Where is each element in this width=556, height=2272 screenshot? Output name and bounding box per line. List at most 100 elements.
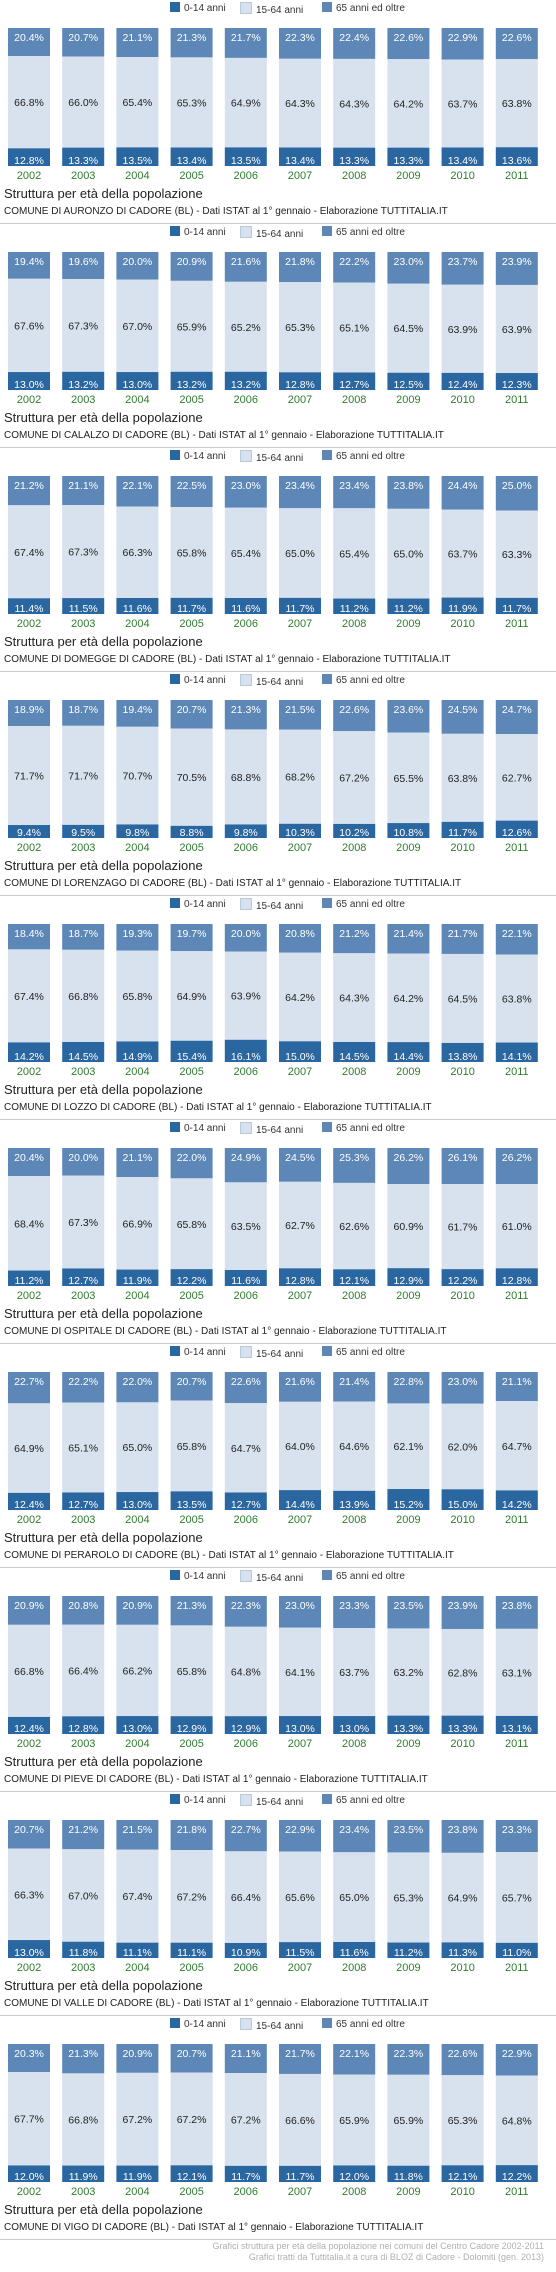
bar-segment-65-plus: [495, 1148, 538, 1185]
bar-segment-0-14: [170, 1942, 213, 1958]
legend-label: 65 anni ed oltre: [336, 1123, 405, 1134]
data-label-0-14: 11.7%: [177, 603, 206, 615]
data-label-65-plus: 22.9%: [502, 2048, 532, 2060]
bar-segment-65-plus: [387, 1372, 430, 1404]
bar-segment-15-64: [62, 1175, 105, 1269]
data-label-15-64: 64.5%: [448, 993, 478, 1005]
x-tick-label: 2011: [505, 1514, 529, 1526]
data-label-65-plus: 20.0%: [123, 256, 153, 268]
bar-group: 20.7% 67.2% 12.1% 2005: [170, 2044, 213, 2198]
data-label-0-14: 11.4%: [15, 603, 44, 615]
bar-segment-65-plus: [441, 28, 484, 60]
bar-segment-15-64: [333, 1401, 376, 1491]
data-label-0-14: 11.2%: [340, 603, 369, 615]
data-label-65-plus: 20.4%: [14, 32, 44, 44]
stacked-bar-chart: 19.4% 67.6% 13.0% 2002 19.6% 67.3% 13.2% 2003 20…: [8, 252, 538, 406]
x-tick-label: 2009: [396, 1738, 420, 1750]
bar-segment-65-plus: [116, 924, 159, 951]
bar-segment-15-64: [495, 59, 538, 148]
bar-group: 22.6% 63.8% 13.6% 2011: [495, 28, 538, 182]
bar-segment-15-64: [116, 2072, 159, 2166]
bar-segment-65-plus: [279, 1372, 321, 1402]
bar-segment-15-64: [62, 56, 105, 148]
bar-group: 20.7% 66.0% 13.3% 2003: [62, 28, 105, 182]
data-label-0-14: 13.3%: [68, 155, 98, 167]
data-label-0-14: 14.9%: [123, 1051, 153, 1063]
legend-item: 65 anni ed oltre: [322, 898, 405, 912]
data-label-65-plus: 21.2%: [339, 928, 369, 940]
bar-segment-15-64: [279, 1401, 321, 1491]
x-tick-label: 2005: [179, 170, 203, 182]
bar-segment-15-64: [279, 2073, 321, 2166]
bar-segment-65-plus: [387, 28, 430, 60]
data-label-15-64: 70.7%: [123, 771, 153, 783]
x-tick-label: 2011: [505, 618, 529, 630]
data-label-0-14: 12.2%: [177, 1275, 207, 1287]
data-label-65-plus: 20.8%: [68, 1600, 98, 1612]
x-tick-label: 2009: [396, 842, 420, 854]
legend-item: 15-64 anni: [240, 898, 303, 914]
data-label-65-plus: 21.6%: [285, 1376, 315, 1388]
bar-segment-0-14: [8, 598, 50, 614]
data-label-0-14: 11.6%: [340, 1947, 369, 1959]
x-tick-label: 2002: [17, 2186, 41, 2198]
data-label-15-64: 64.7%: [231, 1443, 261, 1455]
x-tick-label: 2007: [288, 1514, 312, 1526]
data-label-15-64: 67.3%: [68, 320, 98, 332]
data-label-15-64: 63.7%: [448, 549, 478, 561]
x-tick-label: 2005: [179, 2186, 203, 2198]
bar-segment-65-plus: [333, 1372, 376, 1402]
bar-group: 20.0% 63.9% 16.1% 2006: [224, 924, 267, 1078]
data-label-0-14: 12.1%: [177, 2171, 207, 2183]
legend-swatch: [240, 1794, 252, 1806]
data-label-15-64: 63.9%: [448, 324, 478, 336]
bar-group: 21.2% 67.0% 11.8% 2003: [62, 1820, 105, 1974]
x-tick-label: 2004: [125, 1066, 149, 1078]
bar-segment-15-64: [62, 725, 105, 825]
data-label-0-14: 10.2%: [339, 827, 369, 839]
bar-segment-15-64: [170, 1178, 213, 1270]
bar-group: 22.3% 65.9% 11.8% 2009: [387, 2044, 430, 2198]
legend-item: 0-14 anni: [170, 1794, 226, 1808]
data-label-65-plus: 25.0%: [502, 480, 532, 492]
bar-segment-15-64: [387, 1628, 430, 1716]
x-tick-label: 2008: [342, 1962, 366, 1974]
data-label-0-14: 11.9%: [123, 2171, 152, 2183]
x-tick-label: 2002: [17, 1290, 41, 1302]
footer-line-1: Grafici struttura per età della popolazi…: [212, 2241, 544, 2251]
stacked-bar-chart: 18.9% 71.7% 9.4% 2002 18.7% 71.7% 9.5% 2003 19.4…: [8, 700, 538, 854]
x-tick-label: 2009: [396, 1962, 420, 1974]
data-label-15-64: 65.8%: [123, 991, 153, 1003]
bar-group: 21.3% 68.8% 9.8% 2006: [224, 700, 267, 854]
bar-segment-15-64: [8, 949, 50, 1043]
bar-group: 22.2% 65.1% 12.7% 2008: [333, 252, 376, 406]
bar-group: 21.8% 65.3% 12.8% 2007: [279, 252, 321, 406]
bar-segment-0-14: [333, 372, 376, 390]
bar-segment-0-14: [333, 598, 376, 614]
data-label-0-14: 11.7%: [286, 2171, 315, 2183]
bar-segment-65-plus: [170, 2044, 213, 2073]
bar-group: 22.6% 65.3% 12.1% 2010: [441, 2044, 484, 2198]
bar-segment-65-plus: [441, 252, 484, 285]
legend-item: 65 anni ed oltre: [322, 2, 405, 16]
chart-source: COMUNE DI VALLE DI CADORE (BL) - Dati IS…: [4, 1998, 429, 2009]
data-label-0-14: 13.4%: [448, 155, 478, 167]
data-label-0-14: 13.8%: [448, 1051, 478, 1063]
bar-segment-15-64: [62, 1402, 105, 1493]
bar-group: 22.7% 64.9% 12.4% 2002: [8, 1372, 50, 1526]
data-label-0-14: 13.0%: [123, 1499, 153, 1511]
bar-segment-0-14: [333, 823, 376, 838]
data-label-65-plus: 23.0%: [394, 256, 424, 268]
data-label-15-64: 64.0%: [285, 1441, 315, 1453]
bar-segment-15-64: [387, 732, 430, 824]
bar-segment-65-plus: [8, 252, 50, 279]
x-tick-label: 2004: [125, 618, 149, 630]
bar-group: 23.6% 65.5% 10.8% 2009: [387, 700, 430, 854]
bar-segment-0-14: [333, 1041, 376, 1062]
data-label-0-14: 15.0%: [448, 1499, 478, 1511]
bar-segment-65-plus: [170, 924, 213, 952]
data-label-15-64: 67.2%: [177, 1891, 207, 1903]
chart-title: Struttura per età della popolazione: [4, 858, 203, 873]
legend-swatch: [240, 1122, 252, 1134]
x-tick-label: 2009: [396, 1066, 420, 1078]
